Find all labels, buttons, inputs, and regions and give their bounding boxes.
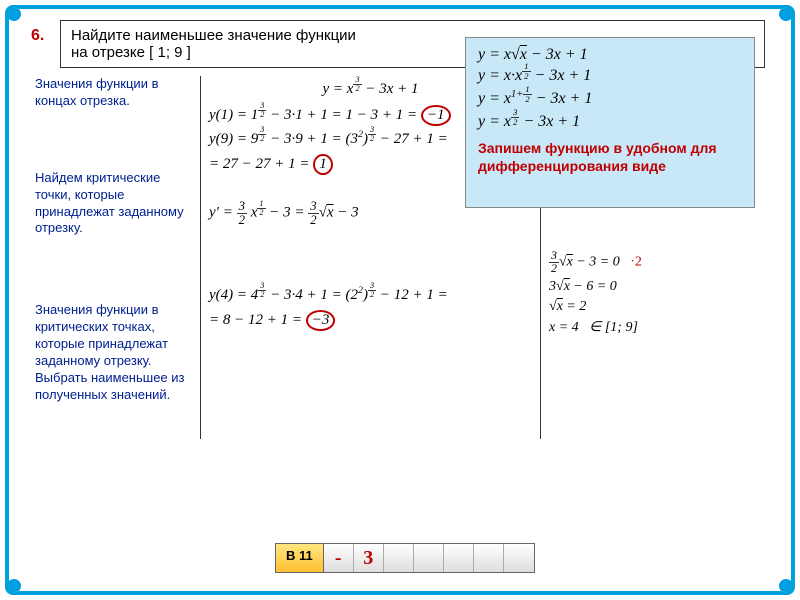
hint-endpoints: Значения функции в концах отрезка. <box>35 76 192 110</box>
overlay-caption: Запишем функцию в удобном для дифференци… <box>478 139 742 175</box>
task-text-line1: Найдите наименьшее значение функции <box>71 27 356 44</box>
hint-critical: Найдем критические точки, которые принад… <box>35 170 192 238</box>
eq-solve3: √x = 2 <box>549 299 732 315</box>
answer-cell <box>504 544 534 572</box>
eq-y4-cont: = 8 − 12 + 1 = −3 <box>209 310 532 331</box>
answer-cell: 3 <box>354 544 384 572</box>
answer-label: В 11 <box>276 544 324 572</box>
answer-cell <box>414 544 444 572</box>
answer-cell: - <box>324 544 354 572</box>
overlay-formula-main: y = x√x − 3x + 1 <box>478 46 742 64</box>
task-number: 6. <box>31 27 44 45</box>
eq-solve4: x = 4 ∈ [1; 9] <box>549 319 732 336</box>
task-text-line2: на отрезке [ 1; 9 ] <box>71 44 191 61</box>
content-area: 6. Найдите наименьшее значение функции н… <box>15 15 785 585</box>
left-column-hints: Значения функции в концах отрезка. Найде… <box>15 76 200 439</box>
eq-solve2: 3√x − 6 = 0 <box>549 279 732 295</box>
hint-values: Значения функции в критических точках, к… <box>35 302 192 403</box>
answer-cell <box>384 544 414 572</box>
overlay-formula-3: y = x32 − 3x + 1 <box>478 113 742 133</box>
overlay-formula-1: y = x·x12 − 3x + 1 <box>478 67 742 87</box>
eq-y4: y(4) = 432 − 3·4 + 1 = (22)32 − 12 + 1 = <box>209 287 532 306</box>
answer-bar: В 11 - 3 <box>275 543 535 573</box>
answer-cell <box>474 544 504 572</box>
eq-solve1: 32√x − 3 = 0 ·2 <box>549 250 732 275</box>
overlay-formula-2: y = x1+12 − 3x + 1 <box>478 90 742 110</box>
formula-overlay-box: y = x√x − 3x + 1 y = x·x12 − 3x + 1 y = … <box>465 37 755 208</box>
answer-cell <box>444 544 474 572</box>
